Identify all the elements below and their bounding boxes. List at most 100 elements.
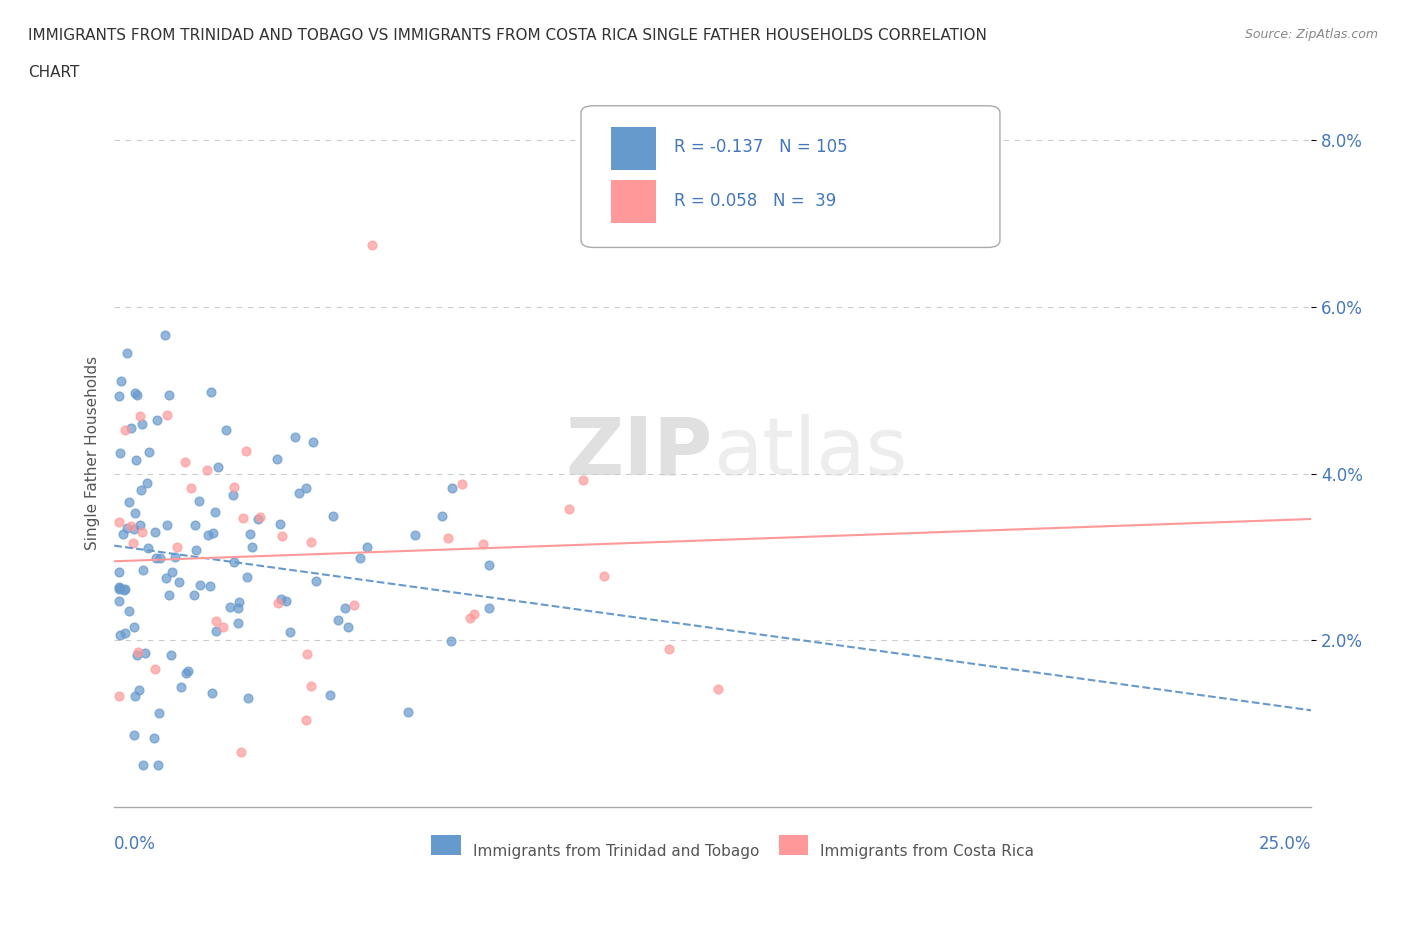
Point bbox=[204, 505, 226, 520]
Point bbox=[246, 512, 269, 526]
Point bbox=[127, 648, 149, 663]
Point bbox=[167, 575, 190, 590]
Point bbox=[215, 423, 238, 438]
Point bbox=[114, 422, 136, 437]
Point bbox=[295, 481, 318, 496]
Point bbox=[207, 460, 229, 475]
Point bbox=[197, 528, 219, 543]
Point bbox=[232, 511, 254, 525]
FancyBboxPatch shape bbox=[432, 835, 461, 855]
Point bbox=[337, 619, 360, 634]
Point bbox=[120, 420, 142, 435]
Point bbox=[463, 606, 485, 621]
Point bbox=[295, 647, 318, 662]
FancyBboxPatch shape bbox=[779, 835, 808, 855]
Point bbox=[287, 485, 309, 500]
Point bbox=[120, 518, 142, 533]
Point bbox=[157, 388, 180, 403]
Point bbox=[166, 539, 188, 554]
Point bbox=[204, 614, 226, 629]
Point bbox=[280, 624, 302, 639]
Point bbox=[143, 661, 166, 676]
Point bbox=[226, 616, 249, 631]
Point bbox=[125, 453, 148, 468]
Point bbox=[284, 430, 307, 445]
Point bbox=[108, 446, 131, 461]
Point bbox=[128, 518, 150, 533]
Point bbox=[302, 435, 325, 450]
Point bbox=[125, 388, 148, 403]
Point bbox=[200, 578, 222, 593]
Point bbox=[132, 563, 155, 578]
Point bbox=[121, 536, 143, 551]
Point bbox=[472, 537, 495, 551]
Text: Immigrants from Trinidad and Tobago: Immigrants from Trinidad and Tobago bbox=[474, 844, 759, 858]
Point bbox=[240, 539, 263, 554]
Point bbox=[112, 583, 135, 598]
Point bbox=[124, 386, 146, 401]
Point bbox=[204, 623, 226, 638]
Point bbox=[333, 601, 356, 616]
Point bbox=[440, 634, 463, 649]
FancyBboxPatch shape bbox=[612, 127, 657, 169]
Point bbox=[239, 527, 262, 542]
Point bbox=[132, 758, 155, 773]
Point bbox=[159, 588, 181, 603]
Point bbox=[451, 476, 474, 491]
Point bbox=[322, 509, 344, 524]
Point bbox=[118, 495, 141, 510]
Point bbox=[236, 691, 259, 706]
Point bbox=[156, 518, 179, 533]
Point bbox=[396, 705, 419, 720]
Point bbox=[155, 571, 177, 586]
Point bbox=[477, 558, 499, 573]
Text: ZIP: ZIP bbox=[565, 414, 713, 492]
Point bbox=[108, 581, 131, 596]
Point bbox=[108, 514, 131, 529]
Point bbox=[458, 610, 481, 625]
Text: 25.0%: 25.0% bbox=[1258, 835, 1312, 854]
Point bbox=[201, 685, 224, 700]
Point bbox=[294, 712, 316, 727]
Point bbox=[108, 627, 131, 642]
Point bbox=[186, 542, 208, 557]
Point bbox=[267, 595, 290, 610]
Point bbox=[658, 642, 681, 657]
Point bbox=[195, 462, 218, 477]
FancyBboxPatch shape bbox=[581, 106, 1000, 247]
Point bbox=[224, 480, 246, 495]
Point bbox=[572, 472, 595, 487]
Point bbox=[707, 682, 730, 697]
Point bbox=[202, 525, 225, 540]
Point bbox=[148, 706, 170, 721]
Point bbox=[269, 517, 291, 532]
Point bbox=[212, 619, 235, 634]
Point bbox=[326, 613, 349, 628]
Point bbox=[145, 413, 167, 428]
Y-axis label: Single Father Households: Single Father Households bbox=[86, 356, 100, 550]
Point bbox=[236, 570, 259, 585]
Point bbox=[138, 445, 160, 459]
Point bbox=[226, 601, 249, 616]
Point bbox=[122, 620, 145, 635]
Point bbox=[176, 664, 198, 679]
Point bbox=[229, 745, 252, 760]
Point bbox=[249, 509, 271, 524]
Point bbox=[108, 388, 131, 403]
Point bbox=[343, 598, 366, 613]
Point bbox=[135, 476, 157, 491]
Point bbox=[356, 539, 378, 554]
Point bbox=[127, 644, 149, 659]
Text: 0.0%: 0.0% bbox=[114, 835, 156, 854]
Point bbox=[108, 688, 131, 703]
Point bbox=[136, 540, 159, 555]
Point bbox=[156, 407, 179, 422]
Point bbox=[304, 574, 326, 589]
Point bbox=[440, 481, 463, 496]
Text: Immigrants from Costa Rica: Immigrants from Costa Rica bbox=[820, 844, 1035, 858]
Point bbox=[183, 588, 205, 603]
Point bbox=[558, 502, 581, 517]
Point bbox=[222, 554, 245, 569]
Point bbox=[299, 679, 322, 694]
Text: atlas: atlas bbox=[713, 414, 907, 492]
